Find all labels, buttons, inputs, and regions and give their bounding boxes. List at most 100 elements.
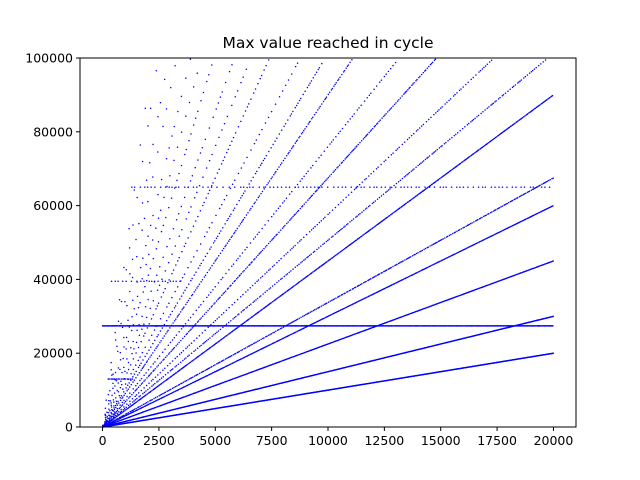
data-point-series-8 bbox=[143, 380, 145, 382]
data-point-series-4 bbox=[411, 254, 414, 257]
data-point-series-8 bbox=[281, 227, 284, 229]
data-point-series-11 bbox=[126, 384, 129, 386]
data-point-series-9 bbox=[349, 118, 352, 120]
data-point-series-14 bbox=[218, 136, 220, 139]
data-point-series-7 bbox=[108, 419, 111, 422]
data-point-series-10 bbox=[115, 406, 117, 409]
data-point-series-6 bbox=[304, 258, 307, 260]
data-point-series-10 bbox=[155, 347, 157, 349]
data-point-series-11 bbox=[191, 277, 193, 280]
data-point-series-11 bbox=[297, 102, 299, 104]
data-point-series-10 bbox=[243, 216, 246, 219]
data-point-series-4 bbox=[352, 287, 355, 290]
data-point-series-10 bbox=[230, 236, 233, 239]
data-point-series-10 bbox=[173, 320, 176, 322]
data-point-series-10 bbox=[239, 223, 242, 225]
data-point-series-12 bbox=[206, 231, 208, 233]
data-point-series-12 bbox=[211, 222, 213, 224]
data-point-series-6 bbox=[544, 59, 547, 61]
data-point-series-8 bbox=[385, 113, 387, 115]
data-point-series-6 bbox=[225, 323, 228, 326]
data-point-series-4 bbox=[212, 364, 215, 367]
data-point-series-7 bbox=[481, 68, 484, 70]
data-point-series-6 bbox=[194, 349, 197, 351]
data-point-series-7 bbox=[131, 398, 134, 400]
data-point-series-12 bbox=[294, 65, 297, 68]
data-point-series-9 bbox=[368, 94, 371, 96]
data-point-series-10 bbox=[165, 332, 167, 335]
data-point-series-7 bbox=[236, 298, 239, 301]
data-point-series-12 bbox=[124, 383, 127, 385]
data-point-series-4 bbox=[234, 352, 237, 355]
data-point-series-6 bbox=[422, 160, 425, 162]
data-point-series-8 bbox=[347, 154, 350, 157]
data-point-series-6 bbox=[447, 139, 449, 142]
data-point-series-13 bbox=[210, 184, 213, 187]
data-point-series-9 bbox=[187, 319, 190, 321]
data-point-series-8 bbox=[326, 178, 328, 180]
data-point-series-10 bbox=[221, 249, 224, 252]
data-point-series-14 bbox=[152, 300, 155, 302]
data-point-series-6 bbox=[219, 328, 222, 331]
data-point-series-9 bbox=[231, 265, 233, 268]
data-point-series-6 bbox=[351, 219, 353, 222]
data-point-series-10 bbox=[181, 309, 183, 311]
data-point-series-13 bbox=[232, 136, 235, 139]
data-point-series-5 bbox=[270, 301, 273, 304]
data-point-series-10 bbox=[334, 83, 336, 86]
data-point-series-12 bbox=[174, 290, 176, 293]
data-point-series-11 bbox=[152, 342, 154, 345]
data-point-series-4 bbox=[320, 305, 323, 307]
data-point-series-6 bbox=[245, 307, 247, 309]
data-point-series-6 bbox=[246, 306, 249, 308]
data-point-series-9 bbox=[207, 294, 210, 296]
data-point-series-8 bbox=[371, 127, 374, 130]
data-point-series-6 bbox=[175, 365, 178, 367]
data-point-series-13 bbox=[150, 318, 153, 320]
data-point-series-13 bbox=[176, 260, 179, 262]
data-point-series-11 bbox=[272, 143, 274, 146]
data-point-series-9 bbox=[171, 339, 174, 341]
data-point-series-12 bbox=[166, 306, 168, 308]
data-point-series-13 bbox=[106, 415, 109, 418]
data-point-series-8 bbox=[215, 300, 218, 302]
data-point-series-6 bbox=[147, 388, 149, 391]
data-point-series-14 bbox=[226, 115, 229, 118]
data-point-series-7 bbox=[312, 227, 315, 230]
data-point-series-7 bbox=[408, 137, 411, 139]
data-point-series-8 bbox=[329, 175, 331, 177]
data-point-series-10 bbox=[117, 402, 120, 404]
data-point-series-6 bbox=[205, 339, 208, 342]
data-point-series-7 bbox=[193, 339, 195, 342]
data-point-series-6 bbox=[162, 375, 165, 378]
data-point-series-8 bbox=[356, 145, 358, 147]
data-point-series-9 bbox=[329, 143, 331, 145]
data-point-series-6 bbox=[149, 387, 151, 389]
data-point-series-6 bbox=[143, 391, 146, 394]
data-point-series-8 bbox=[299, 207, 302, 210]
data-point-series-7 bbox=[420, 125, 423, 127]
data-point-series-8 bbox=[286, 222, 288, 225]
data-point-series-6 bbox=[174, 366, 176, 368]
data-point-series-4 bbox=[198, 372, 201, 375]
data-point-series-4 bbox=[349, 289, 352, 291]
data-point-series-4 bbox=[427, 246, 430, 248]
data-point-series-4 bbox=[511, 199, 514, 202]
data-point-series-4 bbox=[119, 416, 122, 418]
data-point-series-11 bbox=[144, 355, 146, 358]
data-point-series-9 bbox=[385, 73, 387, 75]
data-point-series-10 bbox=[317, 109, 319, 111]
data-point-series-10 bbox=[132, 381, 134, 383]
data-point-series-6 bbox=[504, 92, 507, 94]
data-point-series-6 bbox=[235, 315, 237, 318]
data-point-series-6 bbox=[514, 84, 517, 86]
data-point-series-7 bbox=[345, 196, 347, 199]
data-point-series-7 bbox=[164, 367, 166, 370]
data-point-series-6 bbox=[262, 293, 264, 295]
data-point-series-12 bbox=[284, 84, 287, 87]
data-point-series-13 bbox=[181, 250, 183, 253]
data-point-series-10 bbox=[302, 129, 305, 132]
data-point-series-6 bbox=[410, 170, 413, 172]
data-point-series-6 bbox=[253, 300, 256, 302]
data-point-series-7 bbox=[440, 107, 442, 109]
